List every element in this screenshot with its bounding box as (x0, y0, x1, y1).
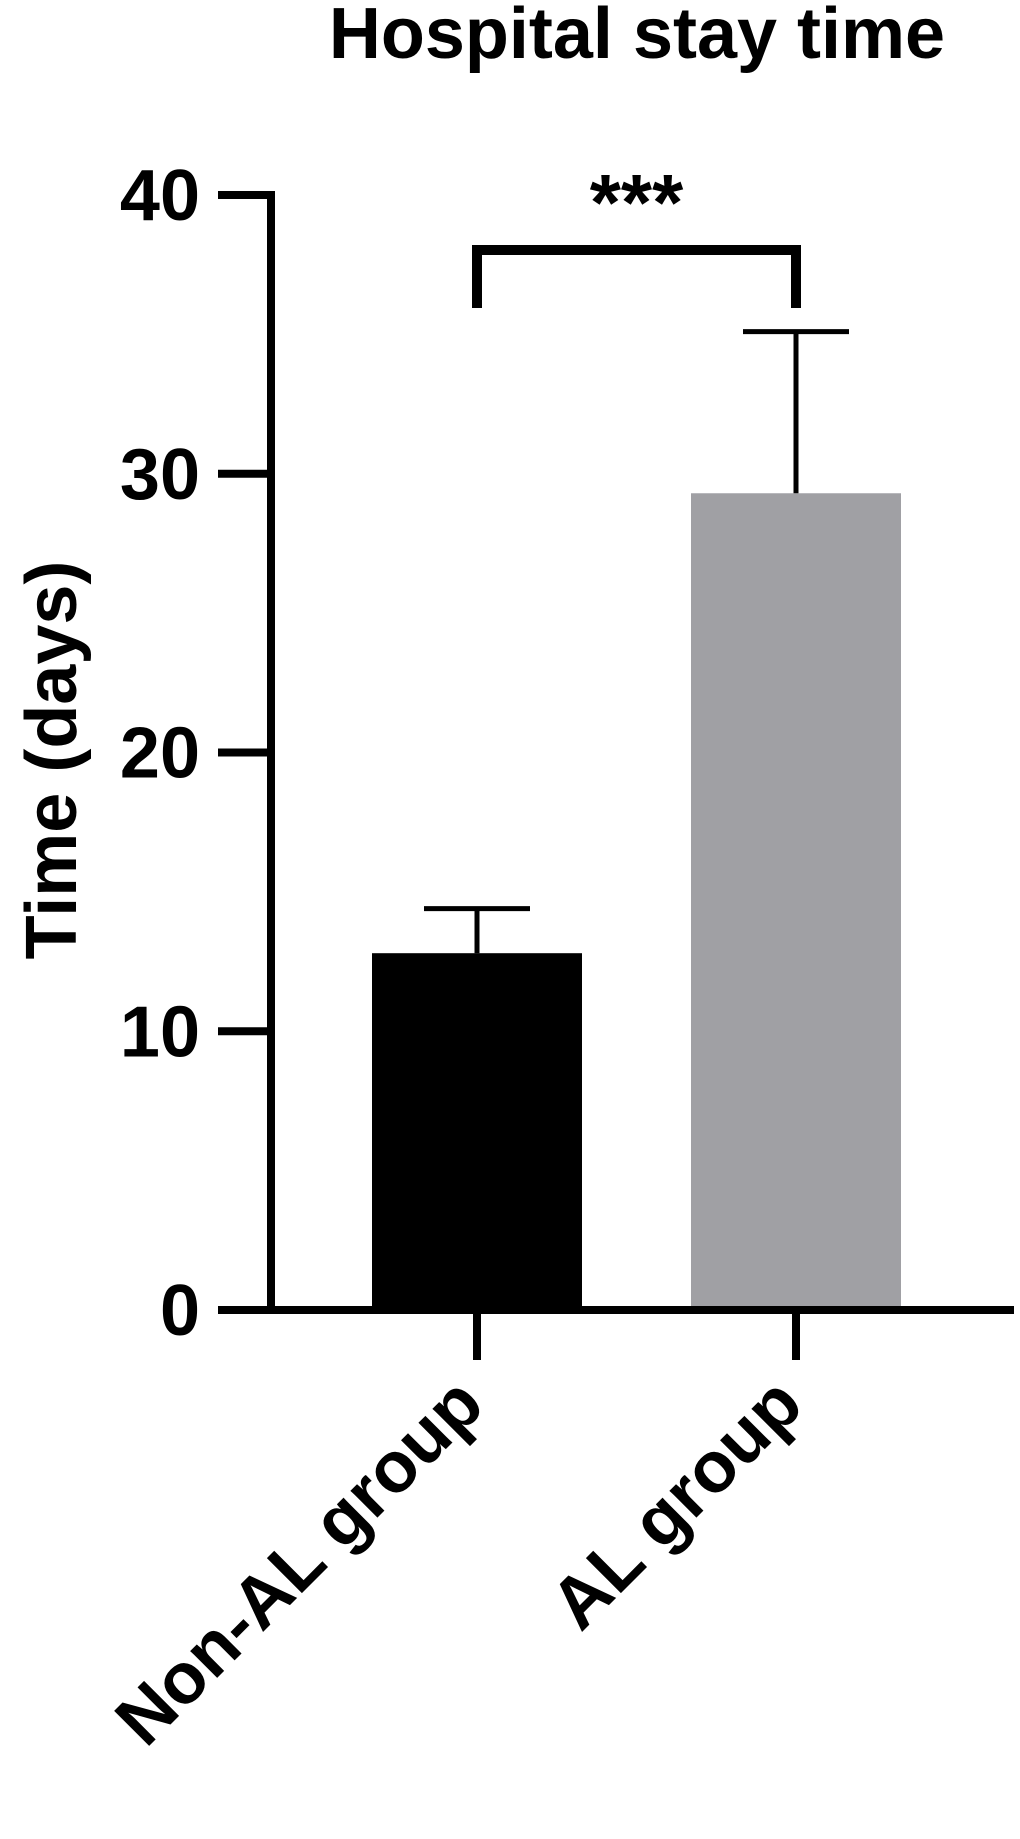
chart-title: Hospital stay time (329, 0, 945, 74)
y-tick-label-3: 30 (120, 435, 200, 515)
y-tick-label-1: 10 (120, 992, 200, 1072)
x-tick-label-1: AL group (535, 1363, 817, 1645)
bar-0 (372, 953, 582, 1310)
y-tick-label-2: 20 (120, 714, 200, 794)
x-tick-label-0: Non-AL group (101, 1363, 499, 1761)
significance-label: *** (590, 158, 684, 247)
plot-area: 0 10 20 30 40 Non-AL group AL group *** (101, 156, 1014, 1761)
y-tick-label-0: 0 (160, 1271, 200, 1351)
bar-1 (691, 493, 901, 1310)
significance-bracket (472, 245, 801, 308)
y-axis-label: Time (days) (12, 561, 92, 960)
y-tick-label-4: 40 (120, 156, 200, 236)
